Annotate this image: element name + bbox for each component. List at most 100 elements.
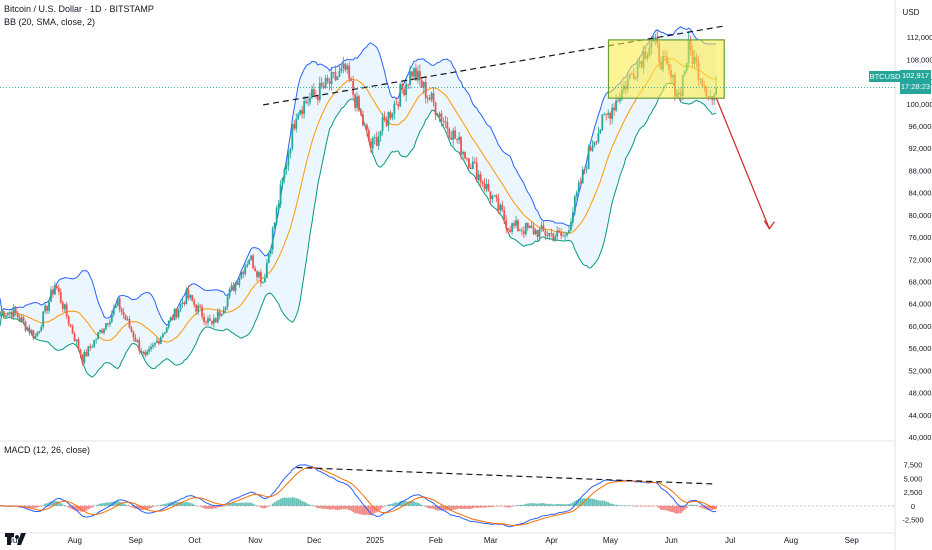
candle-body xyxy=(483,183,486,189)
macd-histogram-bar xyxy=(628,505,631,506)
macd-histogram-bar xyxy=(469,505,472,509)
macd-histogram-bar xyxy=(389,504,392,506)
macd-histogram-bar xyxy=(515,505,517,506)
macd-histogram-bar xyxy=(307,503,309,506)
candle-body xyxy=(287,153,290,166)
macd-histogram-bar xyxy=(536,503,539,506)
price-tick-label: 52,000 xyxy=(909,366,932,375)
macd-histogram-bar xyxy=(163,503,166,506)
candle-body xyxy=(322,86,325,88)
candle-body xyxy=(273,222,276,229)
macd-histogram-bar xyxy=(26,505,29,508)
candle-body xyxy=(509,229,512,232)
macd-signal-line xyxy=(0,466,717,527)
macd-histogram-bar xyxy=(670,505,672,512)
macd-histogram-bar xyxy=(67,505,70,508)
macd-histogram-bar xyxy=(311,505,313,506)
macd-histogram-bar xyxy=(181,502,184,506)
macd-histogram-bar xyxy=(344,505,347,510)
candle-body xyxy=(169,317,172,321)
candle-body xyxy=(436,115,439,117)
candle-body xyxy=(73,333,76,341)
candle-body xyxy=(248,259,251,265)
candle-body xyxy=(16,312,19,318)
macd-histogram-bar xyxy=(409,501,411,506)
macd-histogram-bar xyxy=(322,505,325,510)
candle-body xyxy=(262,282,264,284)
macd-histogram-bar xyxy=(532,503,535,506)
candle-body xyxy=(258,272,260,278)
macd-histogram-bar xyxy=(256,505,258,507)
macd-histogram-bar xyxy=(356,505,358,514)
candle-body xyxy=(232,285,235,291)
macd-histogram-bar xyxy=(605,501,608,506)
macd-histogram-bar xyxy=(530,503,533,506)
macd-histogram-bar xyxy=(379,505,382,510)
candle-body xyxy=(277,204,280,209)
macd-histogram-bar xyxy=(450,505,453,511)
candle-body xyxy=(475,162,478,180)
macd-histogram-bar xyxy=(171,502,174,506)
candle-body xyxy=(367,130,370,142)
candle-body xyxy=(385,119,388,126)
macd-histogram-bar xyxy=(568,503,570,506)
price-tick-label: 100,000 xyxy=(906,100,932,109)
price-tick-label: 76,000 xyxy=(909,233,932,242)
tradingview-logo[interactable] xyxy=(4,530,28,546)
candle-body xyxy=(63,304,66,310)
candle-body xyxy=(330,72,333,84)
macd-histogram-bar xyxy=(277,500,280,506)
candle-body xyxy=(354,94,357,108)
candle-body xyxy=(18,317,21,322)
macd-histogram-bar xyxy=(271,503,274,506)
time-tick-label: Dec xyxy=(307,536,321,545)
macd-histogram-bar xyxy=(95,505,98,506)
macd-histogram-bar xyxy=(242,502,245,506)
candle-body xyxy=(401,84,404,90)
candle-body xyxy=(542,225,545,232)
macd-histogram-bar xyxy=(405,501,408,506)
macd-histogram-bar xyxy=(173,501,176,506)
candle-body xyxy=(44,305,47,312)
macd-histogram-bar xyxy=(540,503,543,506)
macd-histogram-bar xyxy=(175,502,178,506)
macd-tick-label: 2,500 xyxy=(904,488,923,497)
candle-body xyxy=(8,311,11,313)
candle-body xyxy=(352,80,355,95)
macd-histogram-bar xyxy=(623,505,625,506)
price-tick-label: 48,000 xyxy=(909,389,932,398)
price-tick-label: 72,000 xyxy=(909,255,932,264)
candle-body xyxy=(307,102,309,104)
candle-body xyxy=(267,253,270,263)
candle-body xyxy=(532,227,535,235)
candle-body xyxy=(101,330,103,334)
candle-body xyxy=(326,78,329,82)
macd-histogram-bar xyxy=(152,505,154,508)
macd-histogram-bar xyxy=(328,505,331,510)
macd-histogram-bar xyxy=(485,505,488,508)
macd-histogram-bar xyxy=(675,505,678,514)
candle-body xyxy=(112,308,115,315)
macd-histogram-bar xyxy=(697,505,700,507)
macd-histogram-bar xyxy=(526,503,529,506)
candle-body xyxy=(420,80,423,88)
macd-histogram-bar xyxy=(609,503,612,506)
macd-histogram-bar xyxy=(93,505,96,507)
candle-body xyxy=(216,311,219,323)
band-lower xyxy=(0,82,717,378)
macd-histogram-bar xyxy=(681,505,684,512)
macd-histogram-bar xyxy=(652,505,655,507)
candle-body xyxy=(107,323,109,325)
candle-body xyxy=(362,114,364,126)
candle-body xyxy=(34,336,37,339)
macd-histogram-bar xyxy=(562,504,564,506)
candle-body xyxy=(146,351,149,355)
macd-histogram-bar xyxy=(566,504,568,506)
candle-body xyxy=(432,93,435,103)
macd-histogram-bar xyxy=(577,499,580,506)
macd-histogram-bar xyxy=(212,505,215,509)
candle-body xyxy=(356,96,358,108)
price-tick-label: 68,000 xyxy=(909,277,932,286)
macd-histogram-bar xyxy=(103,503,105,506)
